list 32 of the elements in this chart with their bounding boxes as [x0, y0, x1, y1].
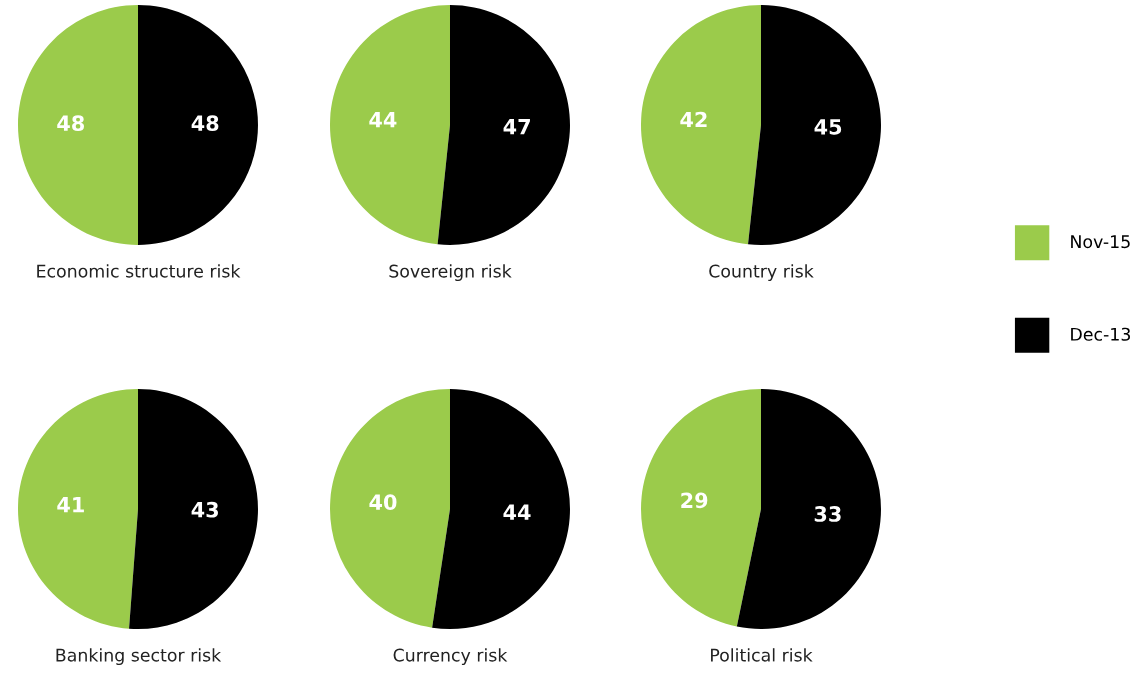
text: Country risk	[709, 264, 814, 281]
data-label: 40	[369, 494, 397, 511]
pie-slice	[748, 5, 881, 245]
pie-slice	[330, 389, 450, 628]
data-label: 33	[814, 506, 841, 522]
pie-slice	[437, 5, 570, 245]
pie-slice	[330, 5, 450, 245]
data-label: 44	[503, 504, 531, 520]
pie-slice	[138, 5, 258, 245]
data-label: 42	[680, 111, 707, 128]
data-label: 29	[681, 492, 708, 509]
pie-slice	[641, 5, 761, 245]
data-label: 45	[814, 119, 842, 135]
pie-slice	[432, 389, 570, 629]
legend-label: Nov-15	[1071, 235, 1130, 249]
data-label: 43	[191, 501, 218, 518]
pie-slice	[18, 389, 138, 629]
data-label: 48	[57, 115, 84, 132]
pie-slice	[129, 389, 258, 629]
data-label: 41	[57, 497, 84, 513]
text: Economic structure risk	[37, 264, 241, 278]
legend-label: Dec-13	[1071, 327, 1130, 341]
data-label: 44	[369, 112, 397, 128]
pie-slice	[18, 5, 138, 245]
text: Sovereign risk	[389, 264, 512, 281]
data-label: 47	[503, 119, 530, 135]
pie-slice	[641, 389, 761, 627]
text: Banking sector risk	[56, 648, 222, 665]
pie-slice	[736, 389, 881, 629]
data-label: 48	[191, 115, 219, 132]
text: Currency risk	[393, 648, 508, 665]
text: Political risk	[711, 648, 813, 662]
